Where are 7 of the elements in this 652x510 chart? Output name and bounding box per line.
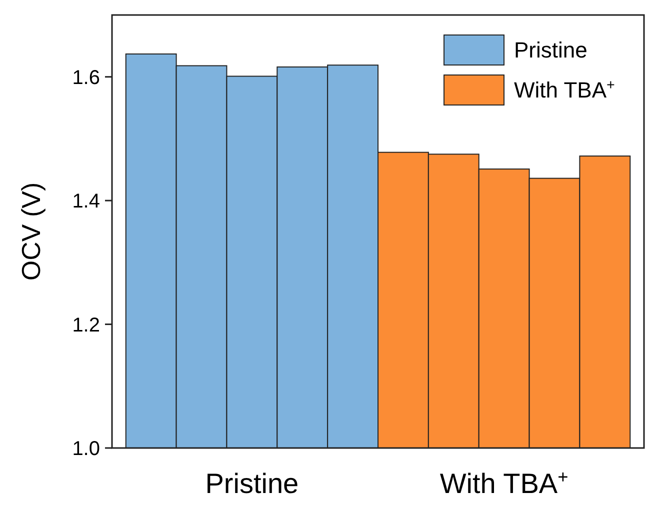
y-tick-label: 1.4 — [72, 190, 100, 213]
y-tick-label: 1.0 — [72, 438, 100, 460]
y-tick-label: 1.6 — [72, 66, 100, 89]
category-label: Pristine — [514, 38, 588, 63]
y-tick-label: 1.2 — [72, 314, 100, 336]
category-label: With TBA$^{+}$ — [514, 78, 615, 103]
y-axis-title: OCV (V) — [16, 182, 46, 281]
